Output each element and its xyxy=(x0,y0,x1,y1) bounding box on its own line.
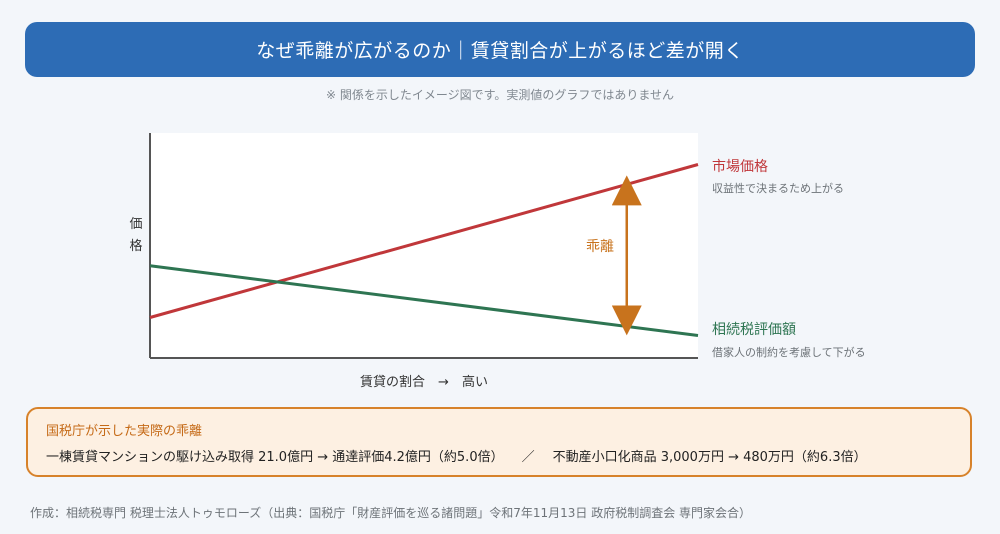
series-label-market: 市場価格 xyxy=(712,158,768,175)
title-banner: なぜ乖離が広がるのか｜賃貸割合が上がるほど差が開く xyxy=(25,22,975,77)
y-axis-label-1: 価 xyxy=(129,217,142,232)
series-sublabel-market: 収益性で決まるため上がる xyxy=(712,181,844,195)
fact-box-title: 国税庁が示した実際の乖離 xyxy=(46,424,203,439)
footer-credit: 作成：相続税専門 税理士法人トゥモローズ（出典：国税庁「財産評価を巡る諸問題」令… xyxy=(30,506,752,520)
fact-item-mansion: 一棟賃貸マンションの駆け込み取得 21.0億円 → 通達評価4.2億円（約5.0… xyxy=(46,450,504,465)
x-axis-label: 賃貸の割合 → 高い xyxy=(360,374,488,390)
y-axis-label-2: 格 xyxy=(129,238,142,254)
series-line-tax-valuation xyxy=(149,264,699,337)
series-layer xyxy=(149,163,699,337)
series-line-market-price xyxy=(149,163,699,319)
page-title: なぜ乖離が広がるのか｜賃貸割合が上がるほど差が開く xyxy=(256,40,744,62)
fact-box: 国税庁が示した実際の乖離 一棟賃貸マンションの駆け込み取得 21.0億円 → 通… xyxy=(26,407,972,477)
fact-line: 一棟賃貸マンションの駆け込み取得 21.0億円 → 通達評価4.2億円（約5.0… xyxy=(46,446,867,465)
chart: 価 格 賃貸の割合 → 高い 市場価格 収益性で決まるため上がる 相続税評価額 … xyxy=(129,133,866,390)
series-sublabel-tax: 借家人の制約を考慮して下がる xyxy=(712,345,866,359)
chart-note: ※ 関係を示したイメージ図です。実測値のグラフではありません xyxy=(325,88,675,102)
fact-item-fractional: 不動産小口化商品 3,000万円 → 480万円（約6.3倍） xyxy=(552,450,867,465)
fact-separator: ／ xyxy=(521,450,535,465)
series-label-tax: 相続税評価額 xyxy=(712,321,796,338)
gap-label: 乖離 xyxy=(586,238,614,255)
plot-area xyxy=(150,133,698,358)
